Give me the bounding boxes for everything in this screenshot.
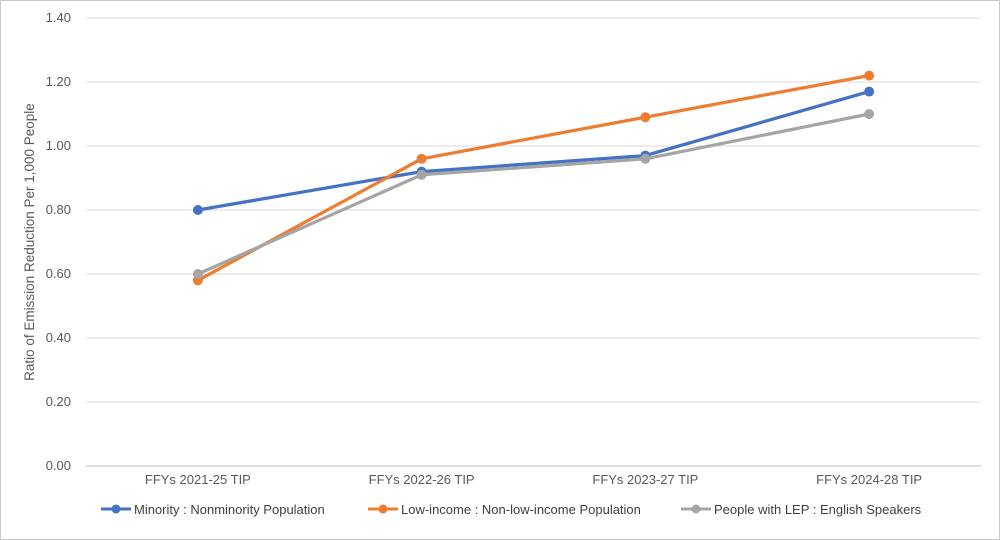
data-point-marker	[864, 109, 875, 119]
y-tick-label: 0.40	[45, 330, 71, 345]
y-tick-label: 0.00	[45, 458, 71, 473]
data-point-marker	[864, 70, 875, 81]
legend-label: Minority : Nonminority Population	[134, 501, 325, 517]
y-tick-label: 0.60	[45, 266, 71, 281]
legend-item: Minority : Nonminority Population	[101, 501, 325, 517]
data-point-marker	[640, 112, 651, 123]
series-line	[196, 89, 871, 212]
y-tick-label: 1.00	[45, 138, 71, 153]
y-tick-label: 0.20	[45, 394, 71, 409]
legend-label: Low-income : Non-low-income Population	[401, 501, 641, 517]
y-tick-label: 1.40	[45, 10, 71, 25]
data-point-marker	[416, 153, 427, 164]
data-point-marker	[640, 153, 651, 164]
x-axis-label: FFYs 2022-26 TIP	[368, 472, 475, 487]
x-axis-label: FFYs 2021-25 TIP	[144, 472, 251, 487]
x-axis-label: FFYs 2023-27 TIP	[592, 472, 699, 487]
series-line	[196, 112, 871, 276]
y-tick-label: 1.20	[45, 74, 71, 89]
data-point-marker	[192, 205, 203, 215]
data-point-marker	[864, 86, 875, 97]
legend-item: Low-income : Non-low-income Population	[368, 501, 641, 517]
series-line	[196, 73, 871, 283]
legend-marker-icon	[101, 504, 131, 514]
legend-item: People with LEP : English Speakers	[681, 501, 921, 517]
legend-marker-icon	[368, 504, 398, 514]
legend-label: People with LEP : English Speakers	[714, 501, 922, 517]
data-point-marker	[416, 169, 427, 180]
x-axis-label: FFYs 2024-28 TIP	[816, 472, 923, 487]
y-tick-label: 0.80	[45, 202, 71, 217]
data-point-marker	[192, 269, 203, 279]
legend-marker-icon	[681, 504, 711, 514]
